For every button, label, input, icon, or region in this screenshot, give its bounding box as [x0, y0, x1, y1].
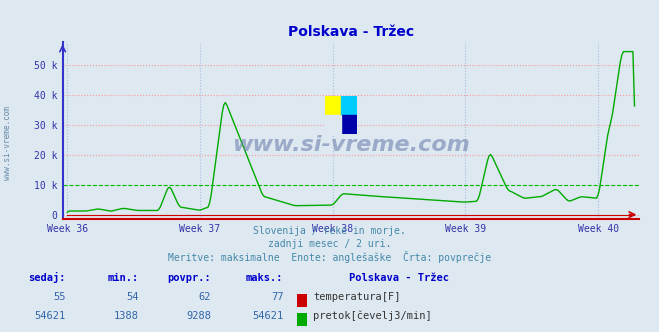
Text: www.si-vreme.com: www.si-vreme.com — [232, 134, 470, 154]
Text: 62: 62 — [198, 292, 211, 302]
Text: pretok[čevelj3/min]: pretok[čevelj3/min] — [313, 311, 432, 321]
Text: 9288: 9288 — [186, 311, 211, 321]
Bar — [325, 96, 341, 116]
Text: 55: 55 — [53, 292, 66, 302]
Text: 77: 77 — [271, 292, 283, 302]
Text: min.:: min.: — [107, 273, 138, 283]
Text: maks.:: maks.: — [246, 273, 283, 283]
Text: www.si-vreme.com: www.si-vreme.com — [3, 106, 13, 180]
Text: 54: 54 — [126, 292, 138, 302]
Bar — [341, 116, 357, 134]
Text: zadnji mesec / 2 uri.: zadnji mesec / 2 uri. — [268, 239, 391, 249]
Text: 54621: 54621 — [35, 311, 66, 321]
Text: povpr.:: povpr.: — [167, 273, 211, 283]
Bar — [325, 116, 341, 134]
Text: sedaj:: sedaj: — [28, 272, 66, 283]
Text: 1388: 1388 — [113, 311, 138, 321]
Bar — [341, 96, 357, 116]
Text: 54621: 54621 — [252, 311, 283, 321]
Title: Polskava - Tržec: Polskava - Tržec — [288, 25, 414, 39]
Text: temperatura[F]: temperatura[F] — [313, 292, 401, 302]
Text: Polskava - Tržec: Polskava - Tržec — [349, 273, 449, 283]
Text: Meritve: maksimalne  Enote: anglešaške  Črta: povprečje: Meritve: maksimalne Enote: anglešaške Čr… — [168, 251, 491, 263]
Text: Slovenija / reke in morje.: Slovenija / reke in morje. — [253, 226, 406, 236]
